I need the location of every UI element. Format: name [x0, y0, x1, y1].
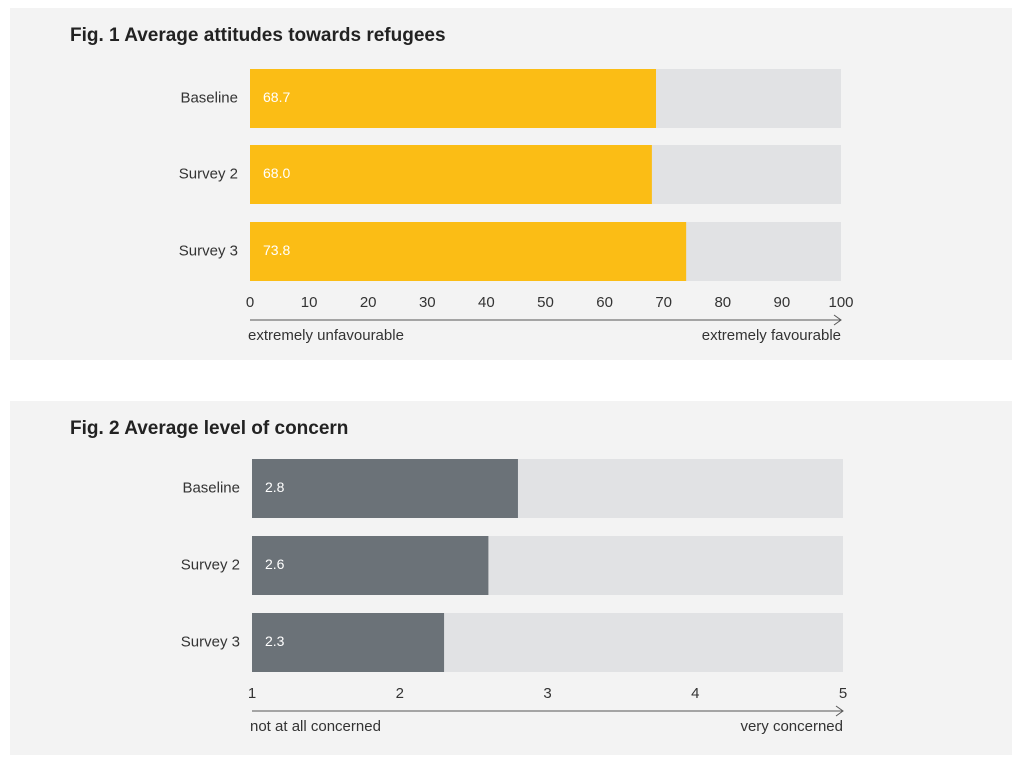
x-tick-label: 90 [774, 294, 791, 311]
x-tick-label: 40 [478, 294, 495, 311]
x-tick-label: 100 [828, 294, 853, 311]
bar [250, 145, 652, 204]
category-label: Survey 2 [181, 556, 240, 573]
x-tick-label: 50 [537, 294, 554, 311]
x-tick-label: 2 [396, 685, 404, 702]
x-tick-label: 1 [248, 685, 256, 702]
chart-title: Fig. 1 Average attitudes towards refugee… [70, 25, 446, 46]
x-tick-label: 20 [360, 294, 377, 311]
category-label: Baseline [180, 89, 238, 106]
category-label: Survey 3 [181, 633, 240, 650]
category-label: Survey 2 [179, 165, 238, 182]
x-tick-label: 30 [419, 294, 436, 311]
x-tick-label: 5 [839, 685, 847, 702]
x-tick-label: 3 [543, 685, 551, 702]
bar [252, 613, 445, 672]
x-tick-label: 70 [655, 294, 672, 311]
axis-label-left: extremely unfavourable [248, 327, 404, 344]
x-tick-label: 0 [246, 294, 254, 311]
value-label: 73.8 [263, 242, 290, 258]
value-label: 68.0 [263, 165, 290, 181]
bar [250, 69, 657, 128]
x-tick-label: 4 [691, 685, 699, 702]
category-label: Survey 3 [179, 242, 238, 259]
x-tick-label: 60 [596, 294, 613, 311]
x-tick-label: 10 [301, 294, 318, 311]
chart-title: Fig. 2 Average level of concern [70, 418, 348, 439]
axis-label-right: extremely favourable [702, 327, 841, 344]
value-label: 2.3 [265, 633, 285, 649]
x-tick-label: 80 [714, 294, 731, 311]
arrow-head [835, 705, 844, 717]
bar [252, 459, 518, 518]
value-label: 2.6 [265, 556, 285, 572]
value-label: 2.8 [265, 479, 285, 495]
axis-label-left: not at all concerned [250, 718, 381, 735]
value-label: 68.7 [263, 89, 290, 105]
bar [250, 222, 687, 281]
bar [252, 536, 489, 595]
category-label: Baseline [182, 479, 240, 496]
arrow-head [833, 314, 842, 326]
axis-label-right: very concerned [740, 718, 843, 735]
